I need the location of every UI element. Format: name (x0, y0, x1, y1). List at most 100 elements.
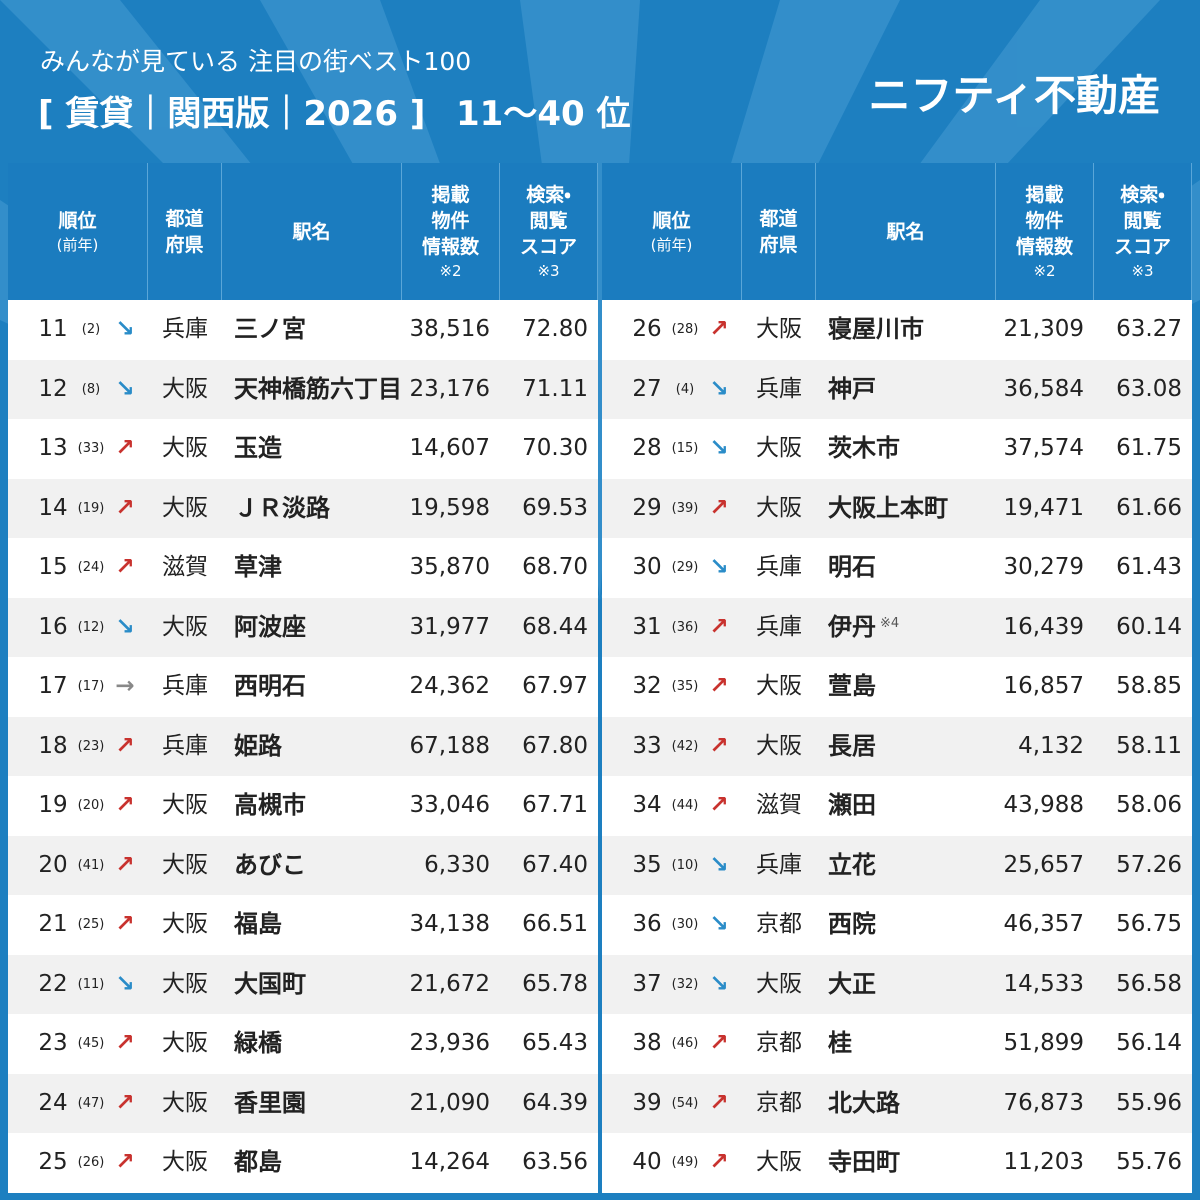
prefecture: 兵庫 (162, 673, 208, 699)
station-name: 茨木市 (828, 434, 900, 462)
listing-count: 23,176 (409, 375, 490, 402)
table-row: 17 (17) → 兵庫 西明石 24,362 67.97 (8, 657, 598, 717)
rank-range: 11〜40 位 (456, 94, 631, 134)
station: あびこ (234, 836, 306, 896)
score: 63.27 (1116, 316, 1182, 342)
prefecture: 大阪 (162, 375, 208, 402)
rank: 17 (38, 673, 68, 699)
trend-arrow: ↗ (115, 1149, 135, 1175)
trend-arrow: ↗ (115, 851, 135, 878)
score: 57.26 (1116, 851, 1182, 878)
listing-count: 19,471 (1003, 494, 1084, 521)
previous-rank: (44) (671, 798, 699, 813)
previous-rank: (36) (671, 619, 699, 635)
listing-count: 31,977 (409, 613, 490, 640)
table-row: 36 (30) ↘ 京都 西院 46,357 56.75 (602, 895, 1192, 955)
trend-arrow: ↗ (709, 1149, 729, 1175)
score: 56.75 (1116, 911, 1182, 937)
header-line: 検索・ (1120, 183, 1165, 206)
station-name: 西院 (828, 910, 876, 938)
trend-arrow: ↗ (709, 1089, 729, 1116)
listing-count: 23,936 (409, 1030, 490, 1056)
score: 58.11 (1116, 732, 1182, 759)
trend-arrow: ↗ (709, 613, 729, 640)
station: 桂 (828, 1014, 852, 1074)
score: 58.85 (1116, 673, 1182, 699)
previous-rank: (46) (671, 1036, 699, 1051)
trend-arrow: ↗ (709, 1030, 729, 1056)
station-name: 神戸 (828, 374, 876, 403)
listing-count: 30,279 (1003, 554, 1084, 580)
station-name: 香里園 (234, 1088, 306, 1117)
station-name: 寝屋川市 (828, 315, 924, 343)
prefecture: 大阪 (162, 1089, 208, 1116)
header-line: 物件 (1025, 209, 1064, 232)
trend-arrow: ↗ (115, 911, 135, 937)
rank: 26 (632, 316, 662, 342)
ranking-table: 順位 (前年) 都道 府県 駅名 掲載 物件 情報数 ※2 検索・ 閲覧 スコア ※3 26 (28) ↗ 大阪… (602, 163, 1192, 1193)
trend-arrow: → (115, 673, 135, 699)
listing-count: 25,657 (1003, 851, 1084, 878)
station: 玉造 (234, 419, 282, 479)
prefecture: 大阪 (162, 1030, 208, 1056)
listing-count: 19,598 (409, 494, 490, 521)
column-header: 検索・ 閲覧 スコア ※3 (1094, 163, 1192, 300)
previous-rank: (15) (671, 441, 699, 456)
station: 神戸 (828, 360, 876, 420)
prefecture: 大阪 (162, 911, 208, 937)
station-name: 萱島 (828, 672, 876, 700)
station-name: 大阪上本町 (828, 493, 948, 522)
station-name: 大国町 (234, 969, 306, 998)
header-line: 駅名 (292, 220, 331, 243)
rank: 27 (632, 375, 662, 402)
listing-count: 6,330 (424, 851, 490, 878)
table-row: 22 (11) ↘ 大阪 大国町 21,672 65.78 (8, 954, 598, 1015)
column-header: 駅名 (222, 163, 402, 300)
prefecture: 京都 (756, 1089, 802, 1116)
table-row: 15 (24) ↗ 滋賀 草津 35,870 68.70 (8, 538, 598, 598)
station-name: 緑橋 (234, 1029, 282, 1057)
score: 56.58 (1116, 970, 1182, 997)
previous-rank: (47) (77, 1095, 105, 1111)
station-name: 明石 (828, 553, 876, 581)
column-header: 都道 府県 (742, 163, 816, 300)
listing-count: 43,988 (1003, 792, 1084, 818)
score: 67.71 (522, 792, 588, 818)
rank: 40 (632, 1149, 662, 1175)
table-row: 31 (36) ↗ 兵庫 伊丹 ※4 16,439 60.14 (602, 597, 1192, 657)
previous-rank: (19) (77, 500, 105, 516)
station-name: ＪＲ淡路 (234, 493, 330, 522)
score: 71.11 (522, 375, 588, 402)
trend-arrow: ↗ (709, 673, 729, 699)
table-row: 13 (33) ↗ 大阪 玉造 14,607 70.30 (8, 419, 598, 479)
column-header: 検索・ 閲覧 スコア ※3 (500, 163, 598, 300)
title: [ 賃貸｜関西版｜2026 ] (38, 94, 426, 134)
header-line: 情報数 (421, 235, 479, 258)
score: 55.76 (1116, 1149, 1182, 1175)
station: 姫路 (234, 717, 282, 777)
column-header: 順位 (前年) (602, 163, 742, 300)
listing-count: 14,533 (1003, 970, 1084, 997)
previous-rank: (17) (77, 679, 105, 694)
rank: 37 (632, 970, 662, 997)
trend-arrow: ↘ (115, 375, 135, 402)
previous-rank: (10) (671, 857, 699, 873)
listing-count: 11,203 (1003, 1149, 1084, 1175)
table-row: 21 (25) ↗ 大阪 福島 34,138 66.51 (8, 895, 598, 955)
prefecture: 京都 (756, 1030, 802, 1056)
previous-rank: (54) (671, 1095, 699, 1111)
station: 茨木市 (828, 419, 900, 479)
station-name: 天神橋筋六丁目 (234, 374, 402, 403)
prefecture: 滋賀 (756, 792, 802, 818)
station-name: 立花 (828, 850, 876, 879)
station: 大国町 (234, 955, 306, 1015)
prefecture: 大阪 (162, 1149, 208, 1175)
table-row: 27 (4) ↘ 兵庫 神戸 36,584 63.08 (602, 359, 1192, 420)
brand: ニフティ不動産 (868, 71, 1160, 120)
table-row: 32 (35) ↗ 大阪 萱島 16,857 58.85 (602, 657, 1192, 717)
listing-count: 46,357 (1003, 911, 1084, 937)
trend-arrow: ↘ (709, 375, 729, 402)
trend-arrow: ↘ (709, 554, 729, 580)
station: 緑橋 (234, 1014, 282, 1074)
listing-count: 14,264 (409, 1149, 490, 1175)
